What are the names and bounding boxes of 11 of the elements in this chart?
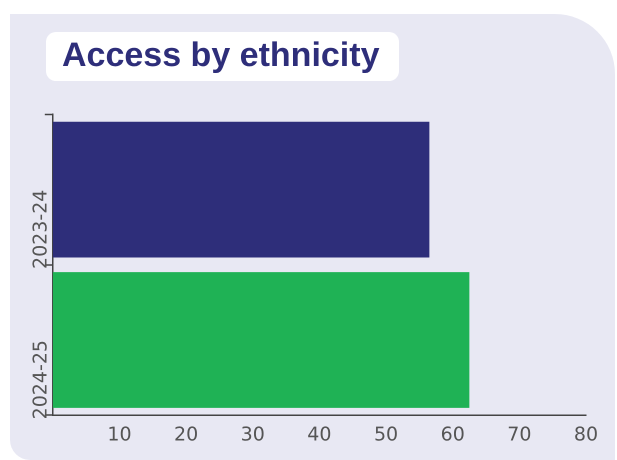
y-tick-label: 2023-24 xyxy=(30,190,52,269)
x-tick-label: 80 xyxy=(574,424,598,446)
y-tick-label: 2024-25 xyxy=(30,340,52,420)
x-tick-label: 40 xyxy=(307,424,332,446)
x-tick-label: 50 xyxy=(374,424,398,446)
x-tick-label: 60 xyxy=(440,424,465,446)
chart-title: Access by ethnicity xyxy=(46,32,400,81)
x-tick-label: 30 xyxy=(240,424,265,446)
x-tick-label: 20 xyxy=(174,424,198,446)
x-tick-label: 10 xyxy=(107,424,132,446)
x-tick-label: 70 xyxy=(507,424,532,446)
